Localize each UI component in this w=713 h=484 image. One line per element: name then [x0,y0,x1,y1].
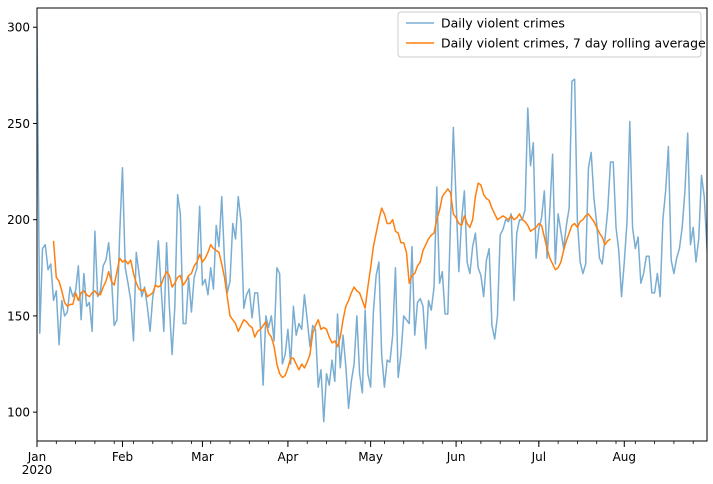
x-tick-label: May [358,450,383,464]
x-tick-label: Feb [112,450,133,464]
legend-label-rolling-average: Daily violent crimes, 7 day rolling aver… [441,36,706,51]
x-tick-label: Mar [191,450,214,464]
y-tick-label: 150 [7,309,30,323]
x-tick-year-label: 2020 [22,463,53,477]
legend-box [397,11,702,58]
plot-frame [36,7,708,442]
x-tick-label: Apr [278,450,299,464]
x-tick-label: Jun [446,450,466,464]
y-axis: 100 150 200 250 300 [7,21,37,420]
legend-label-daily: Daily violent crimes [441,16,565,31]
y-tick-label: 250 [7,117,30,131]
x-tick-label: Jan [27,450,47,464]
y-tick-label: 100 [7,406,30,420]
plot-series [37,27,707,423]
x-tick-label: Jul [531,450,546,464]
y-tick-label: 300 [7,21,30,35]
y-tick-label: 200 [7,213,30,227]
legend: Daily violent crimes Daily violent crime… [397,11,706,58]
x-tick-label: Aug [613,450,636,464]
series-line-rolling-average [52,182,611,379]
